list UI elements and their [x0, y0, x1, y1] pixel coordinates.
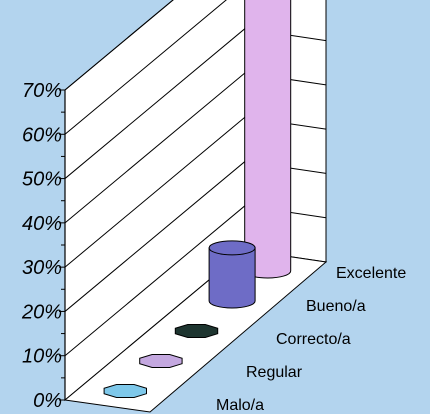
- bar-3: [208, 247, 256, 309]
- y-tick-label: 30%: [22, 257, 62, 279]
- y-tick-label: 0%: [33, 390, 62, 412]
- category-labels: Malo/a Regular Correcto/a Bueno/a Excelente: [216, 265, 406, 414]
- y-tick-label: 50%: [22, 169, 62, 191]
- bars: [103, 0, 292, 398]
- bar-2: [174, 324, 219, 338]
- category-label: Bueno/a: [306, 298, 366, 315]
- category-label: Correcto/a: [276, 331, 351, 348]
- y-tick-labels: 0% 10% 20% 30% 40% 50% 60% 70%: [21, 80, 62, 412]
- y-tick-label: 70%: [22, 80, 62, 102]
- y-tick-label: 60%: [22, 124, 62, 146]
- category-label: Excelente: [336, 265, 406, 282]
- y-tick-label: 10%: [22, 346, 62, 368]
- bar-1: [139, 354, 183, 368]
- bar-0: [103, 384, 147, 398]
- axes: [59, 89, 66, 401]
- bar-4: [244, 0, 292, 279]
- gridline: [64, 0, 227, 135]
- bar-top-3: [208, 240, 256, 256]
- category-label: Malo/a: [216, 397, 264, 414]
- gridline: [64, 0, 174, 91]
- y-tick-label: 40%: [22, 213, 62, 235]
- y-tick-label: 20%: [21, 301, 62, 323]
- category-label: Regular: [246, 364, 303, 381]
